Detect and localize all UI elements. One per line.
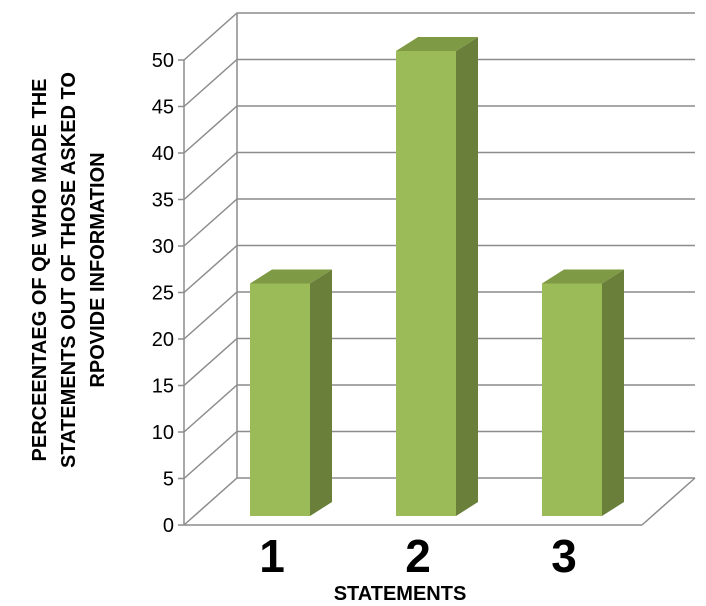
- x-category-label: 2: [405, 530, 431, 582]
- bar-front-face: [542, 283, 602, 516]
- bar-top-face: [396, 37, 478, 51]
- gridline-40: [183, 105, 695, 154]
- bar-side-face: [602, 269, 624, 516]
- y-tick-labels: 0 5 10 15 20 25 30 35 40 45 50: [152, 50, 174, 537]
- bar-top-face: [250, 269, 332, 284]
- y-tick-label: 20: [152, 329, 174, 351]
- bar-3: [542, 269, 624, 516]
- y-tick-label: 10: [152, 422, 174, 444]
- bar-1: [250, 269, 332, 516]
- bar-2: [396, 37, 478, 516]
- y-axis-title-line-1: PERCEENTAEG OF QE WHO MADE THE: [29, 79, 51, 462]
- y-tick-label: 0: [163, 515, 174, 537]
- x-category-label: 3: [551, 530, 577, 582]
- y-tick-label: 25: [152, 283, 174, 305]
- y-tick-label: 45: [152, 97, 174, 119]
- bar-front-face: [250, 283, 310, 516]
- gridline-25: [183, 244, 695, 294]
- y-tick-label: 30: [152, 236, 174, 258]
- y-axis-title: PERCEENTAEG OF QE WHO MADE THE STATEMENT…: [29, 72, 109, 468]
- x-category-label: 1: [259, 530, 285, 582]
- y-tick-label: 35: [152, 190, 174, 212]
- bar-side-face: [310, 269, 332, 516]
- y-tick-label: 40: [152, 143, 174, 165]
- y-axis-title-line-3: RPOVIDE INFORMATION: [87, 152, 109, 387]
- y-tick-label: 15: [152, 376, 174, 398]
- gridline-30: [183, 198, 695, 247]
- y-axis-title-line-2: STATEMENTS OUT OF THOSE ASKED TO: [58, 72, 80, 468]
- gridline-45: [183, 58, 695, 108]
- y-tick-label: 50: [152, 50, 174, 72]
- x-category-labels: 1 2 3: [259, 530, 577, 582]
- x-axis-title: STATEMENTS: [334, 583, 467, 605]
- bar-top-face: [542, 269, 624, 284]
- gridlines: [178, 12, 696, 526]
- bar-front-face: [396, 51, 456, 516]
- gridline-50: [183, 12, 695, 61]
- gridline-35: [183, 151, 695, 201]
- bar-side-face: [456, 37, 478, 516]
- bars: [250, 37, 624, 516]
- y-tick-label: 5: [163, 469, 174, 491]
